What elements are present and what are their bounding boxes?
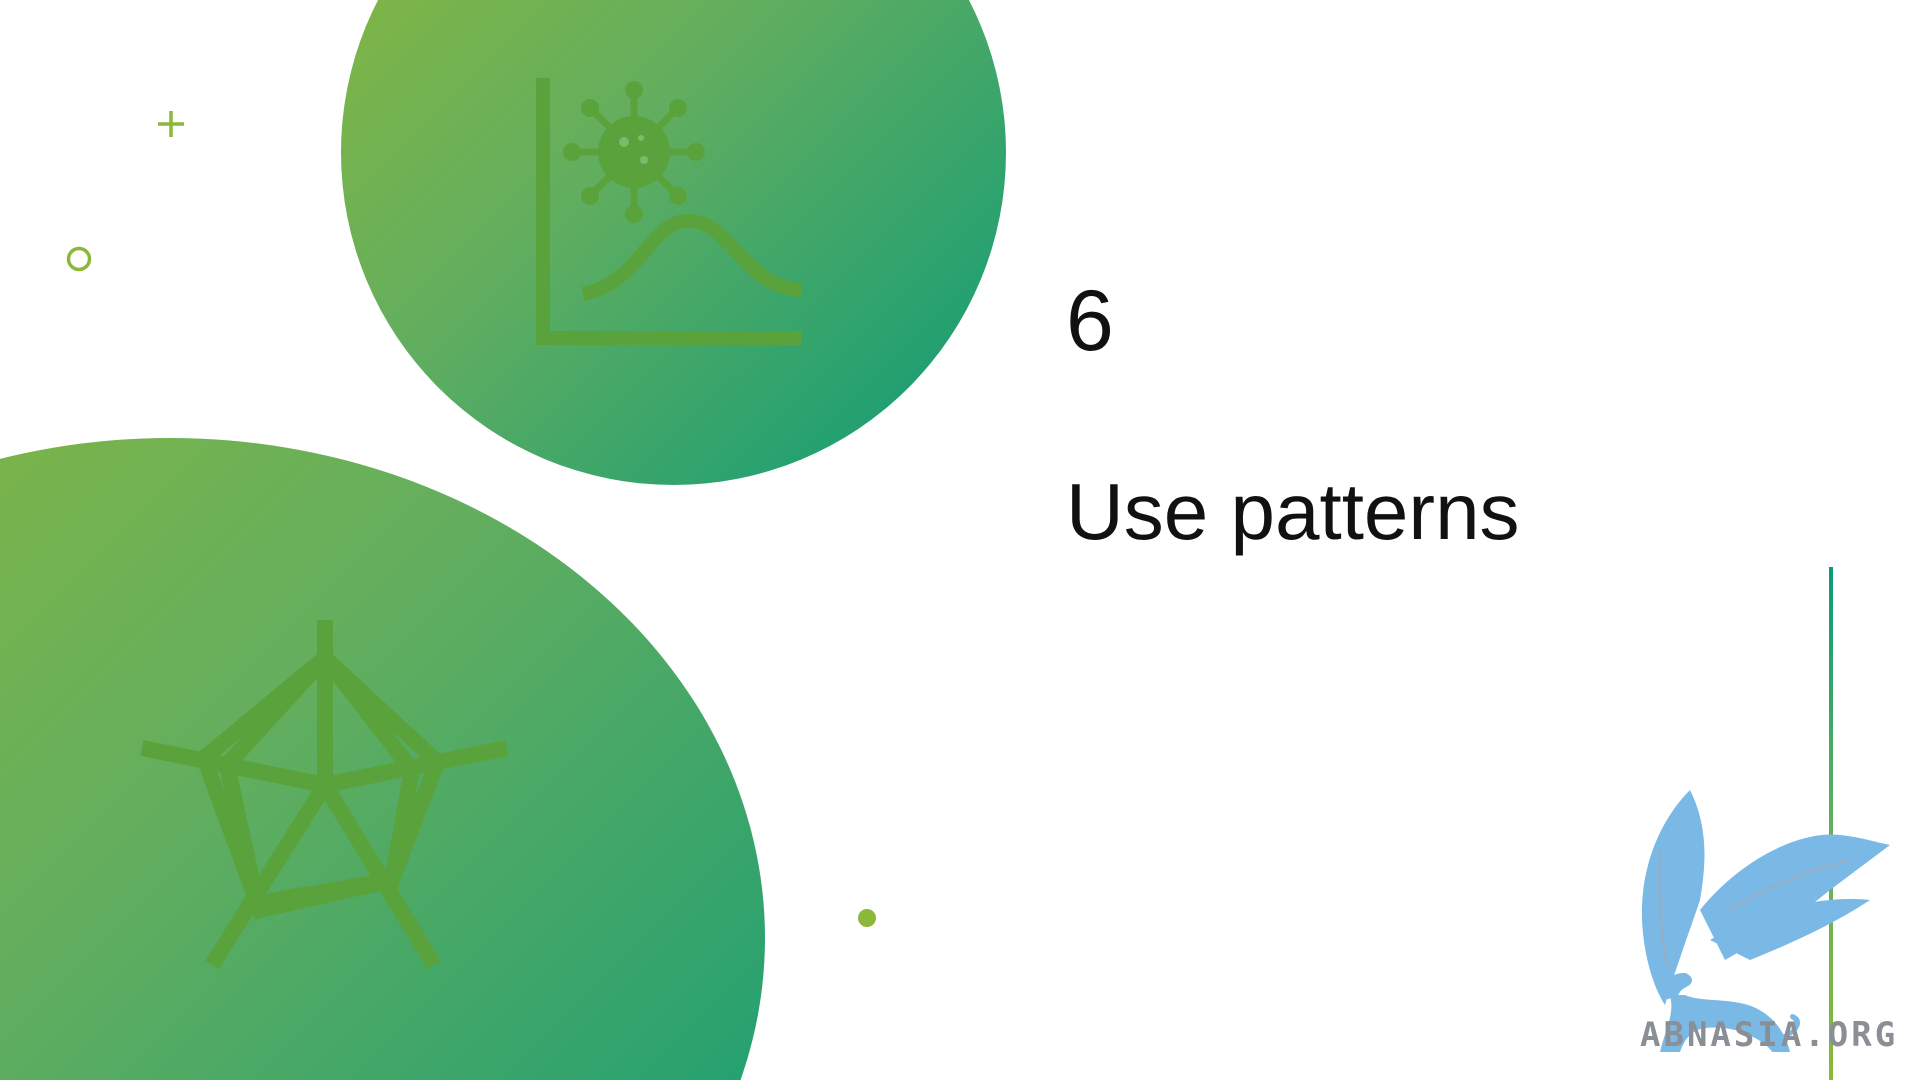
griffin-logo-icon xyxy=(1641,790,1890,1052)
section-title: Use patterns xyxy=(1066,467,1520,556)
logo-wordmark: ABNASIA.ORG xyxy=(1640,1015,1899,1055)
radar-chart-icon xyxy=(140,620,509,970)
top-gradient-circle xyxy=(341,0,1006,485)
section-number: 6 xyxy=(1066,273,1114,369)
ring-decoration-icon xyxy=(66,246,92,272)
virus-curve-chart-icon xyxy=(536,78,802,345)
plus-decoration-icon xyxy=(158,111,184,137)
dot-decoration-icon xyxy=(858,909,876,927)
vertical-accent-line xyxy=(1829,567,1833,1080)
bottom-gradient-circle xyxy=(0,438,765,1080)
